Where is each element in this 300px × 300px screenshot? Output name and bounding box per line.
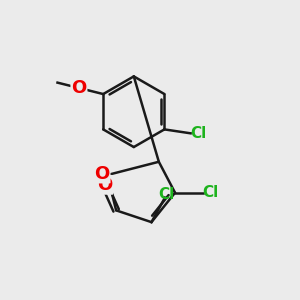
- Text: O: O: [94, 165, 110, 183]
- Text: O: O: [71, 79, 87, 97]
- Text: Cl: Cl: [202, 185, 218, 200]
- Text: O: O: [97, 176, 112, 194]
- Text: Cl: Cl: [158, 187, 175, 202]
- Text: Cl: Cl: [190, 126, 206, 141]
